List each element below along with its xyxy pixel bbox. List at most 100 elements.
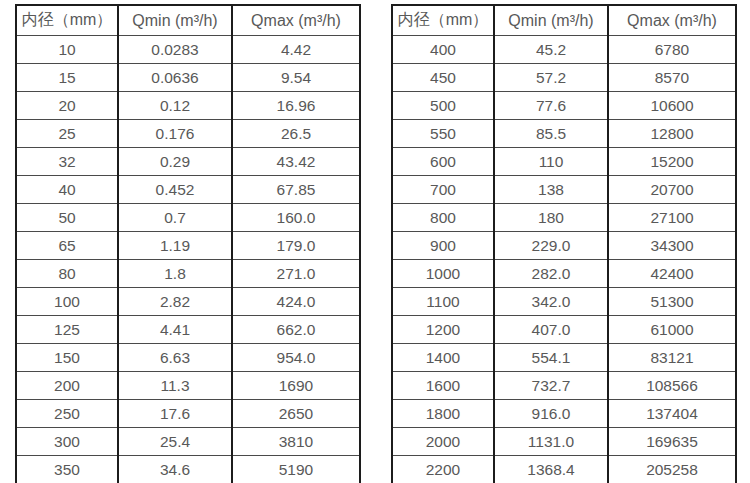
table-cell: 85.5 xyxy=(494,120,608,148)
table-row: 500.7160.0 xyxy=(16,204,360,232)
table-cell: 27100 xyxy=(608,204,736,232)
table-cell: 34300 xyxy=(608,232,736,260)
table-cell: 138 xyxy=(494,176,608,204)
table-cell: 0.0283 xyxy=(118,36,232,64)
table-cell: 12800 xyxy=(608,120,736,148)
table-cell: 11.3 xyxy=(118,372,232,400)
table-cell: 0.29 xyxy=(118,148,232,176)
table-cell: 6780 xyxy=(608,36,736,64)
table-cell: 500 xyxy=(392,92,494,120)
column-header: Qmin (m³/h) xyxy=(494,5,608,36)
table-cell: 9.54 xyxy=(232,64,360,92)
table-cell: 1.19 xyxy=(118,232,232,260)
table-row: 1400554.183121 xyxy=(392,344,736,372)
table-cell: 1400 xyxy=(392,344,494,372)
table-row: 1506.63954.0 xyxy=(16,344,360,372)
table-cell: 554.1 xyxy=(494,344,608,372)
table-cell: 342.0 xyxy=(494,288,608,316)
flow-spec-table-small-diameters: 内径（mm）Qmin (m³/h)Qmax (m³/h) 100.02834.4… xyxy=(15,4,361,483)
table-row: 1000282.042400 xyxy=(392,260,736,288)
table-cell: 662.0 xyxy=(232,316,360,344)
table-cell: 51300 xyxy=(608,288,736,316)
table-cell: 1690 xyxy=(232,372,360,400)
table-cell: 1600 xyxy=(392,372,494,400)
table-cell: 350 xyxy=(16,456,118,483)
table-cell: 108566 xyxy=(608,372,736,400)
table-row: 900229.034300 xyxy=(392,232,736,260)
table-cell: 0.7 xyxy=(118,204,232,232)
table-row: 1200407.061000 xyxy=(392,316,736,344)
table-row: 1800916.0137404 xyxy=(392,400,736,428)
table-cell: 65 xyxy=(16,232,118,260)
page: 内径（mm）Qmin (m³/h)Qmax (m³/h) 100.02834.4… xyxy=(0,0,750,483)
column-header: Qmax (m³/h) xyxy=(232,5,360,36)
table-row: 70013820700 xyxy=(392,176,736,204)
table-row: 20001131.0169635 xyxy=(392,428,736,456)
table-cell: 916.0 xyxy=(494,400,608,428)
table-row: 400.45267.85 xyxy=(16,176,360,204)
table-cell: 1.8 xyxy=(118,260,232,288)
table-row: 22001368.4205258 xyxy=(392,456,736,483)
table-cell: 1800 xyxy=(392,400,494,428)
table-cell: 0.176 xyxy=(118,120,232,148)
table-cell: 2.82 xyxy=(118,288,232,316)
table-cell: 25.4 xyxy=(118,428,232,456)
table-cell: 42400 xyxy=(608,260,736,288)
table-cell: 700 xyxy=(392,176,494,204)
table-cell: 10 xyxy=(16,36,118,64)
table-row: 55085.512800 xyxy=(392,120,736,148)
table-cell: 300 xyxy=(16,428,118,456)
table-cell: 150 xyxy=(16,344,118,372)
table-cell: 15 xyxy=(16,64,118,92)
table-cell: 100 xyxy=(16,288,118,316)
table-row: 30025.43810 xyxy=(16,428,360,456)
table-cell: 179.0 xyxy=(232,232,360,260)
table-row: 50077.610600 xyxy=(392,92,736,120)
table-cell: 1200 xyxy=(392,316,494,344)
table-cell: 80 xyxy=(16,260,118,288)
table-cell: 2650 xyxy=(232,400,360,428)
table-cell: 67.85 xyxy=(232,176,360,204)
table-row: 1002.82424.0 xyxy=(16,288,360,316)
table-row: 20011.31690 xyxy=(16,372,360,400)
header-row: 内径（mm）Qmin (m³/h)Qmax (m³/h) xyxy=(392,5,736,36)
table-cell: 26.5 xyxy=(232,120,360,148)
table-cell: 424.0 xyxy=(232,288,360,316)
table-cell: 450 xyxy=(392,64,494,92)
table-row: 801.8271.0 xyxy=(16,260,360,288)
flow-spec-table-large-diameters: 内径（mm）Qmin (m³/h)Qmax (m³/h) 40045.26780… xyxy=(391,4,737,483)
table-cell: 17.6 xyxy=(118,400,232,428)
table-cell: 2000 xyxy=(392,428,494,456)
column-header: 内径（mm） xyxy=(16,5,118,36)
table-cell: 550 xyxy=(392,120,494,148)
table-cell: 32 xyxy=(16,148,118,176)
table-cell: 6.63 xyxy=(118,344,232,372)
table-cell: 8570 xyxy=(608,64,736,92)
table-row: 1600732.7108566 xyxy=(392,372,736,400)
table-cell: 282.0 xyxy=(494,260,608,288)
table-cell: 34.6 xyxy=(118,456,232,483)
table-cell: 15200 xyxy=(608,148,736,176)
table-cell: 250 xyxy=(16,400,118,428)
table-cell: 0.452 xyxy=(118,176,232,204)
table-row: 100.02834.42 xyxy=(16,36,360,64)
table-cell: 400 xyxy=(392,36,494,64)
table-cell: 160.0 xyxy=(232,204,360,232)
table-cell: 77.6 xyxy=(494,92,608,120)
table-cell: 16.96 xyxy=(232,92,360,120)
table-row: 1100342.051300 xyxy=(392,288,736,316)
table-cell: 169635 xyxy=(608,428,736,456)
table-cell: 20700 xyxy=(608,176,736,204)
table-cell: 20 xyxy=(16,92,118,120)
table-cell: 2200 xyxy=(392,456,494,483)
table-cell: 954.0 xyxy=(232,344,360,372)
table-cell: 271.0 xyxy=(232,260,360,288)
table-cell: 1131.0 xyxy=(494,428,608,456)
table-cell: 732.7 xyxy=(494,372,608,400)
table-row: 45057.28570 xyxy=(392,64,736,92)
table-cell: 200 xyxy=(16,372,118,400)
table-row: 150.06369.54 xyxy=(16,64,360,92)
table-row: 35034.65190 xyxy=(16,456,360,483)
table-cell: 10600 xyxy=(608,92,736,120)
header-row: 内径（mm）Qmin (m³/h)Qmax (m³/h) xyxy=(16,5,360,36)
